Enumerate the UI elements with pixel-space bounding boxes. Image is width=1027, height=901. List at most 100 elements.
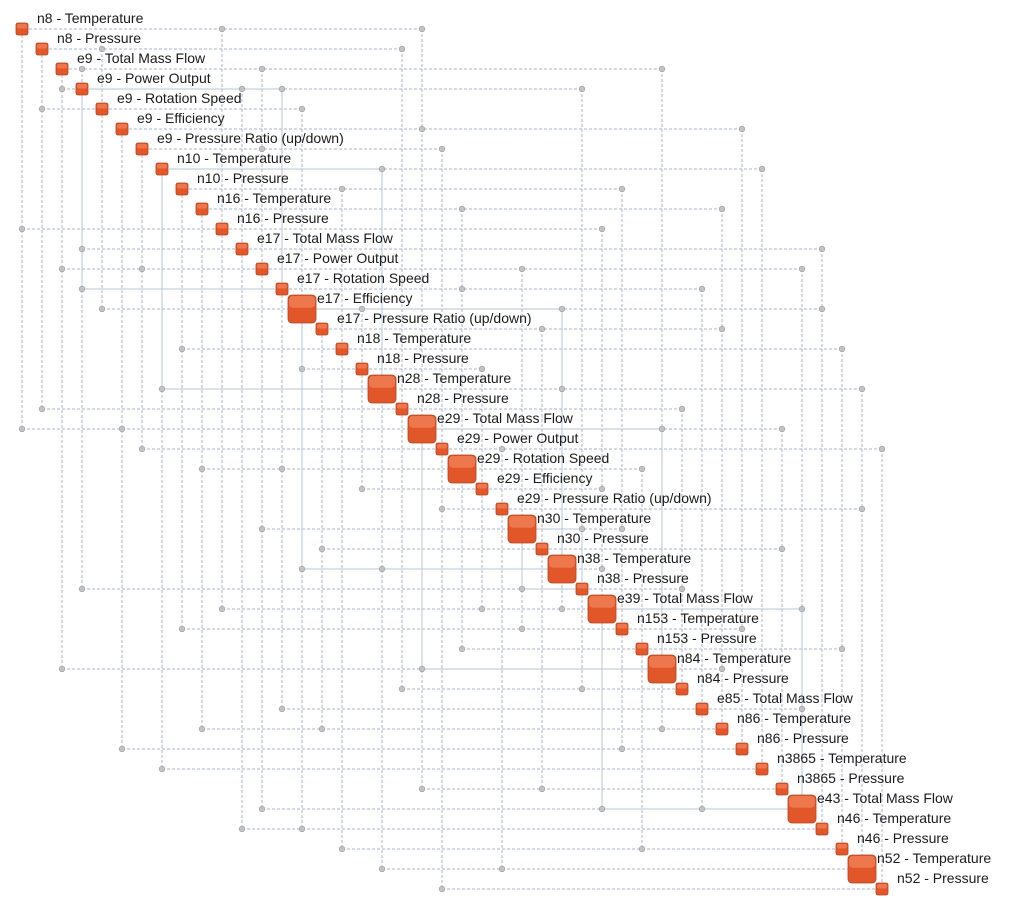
connector-dot xyxy=(458,645,466,653)
matrix-node[interactable]: e29 - Efficiency xyxy=(475,470,592,496)
node-label: e43 - Total Mass Flow xyxy=(817,790,954,806)
node-highlight xyxy=(837,844,847,849)
matrix-node[interactable]: e43 - Total Mass Flow xyxy=(787,790,954,824)
matrix-node[interactable]: e9 - Pressure Ratio (up/down) xyxy=(135,130,344,156)
matrix-node[interactable]: n153 - Temperature xyxy=(615,610,759,636)
matrix-node[interactable]: n30 - Pressure xyxy=(535,530,649,556)
matrix-node[interactable]: n46 - Temperature xyxy=(815,810,951,836)
matrix-node[interactable]: n84 - Pressure xyxy=(675,670,789,696)
matrix-node[interactable]: n28 - Temperature xyxy=(367,370,511,404)
matrix-node[interactable]: n86 - Pressure xyxy=(735,730,849,756)
node-label: n84 - Temperature xyxy=(677,650,791,666)
node-highlight xyxy=(97,104,107,109)
matrix-node[interactable]: n38 - Temperature xyxy=(547,550,691,584)
node-highlight xyxy=(497,504,507,509)
matrix-node[interactable]: n16 - Temperature xyxy=(195,190,331,216)
matrix-node[interactable]: e17 - Pressure Ratio (up/down) xyxy=(315,310,532,336)
matrix-node[interactable]: n84 - Temperature xyxy=(647,650,791,684)
connector-dot xyxy=(478,365,486,373)
connector-dot xyxy=(278,85,286,93)
connector-dot xyxy=(298,825,306,833)
solid-connector xyxy=(601,608,803,810)
matrix-node[interactable]: n52 - Temperature xyxy=(847,850,991,884)
connector-dot xyxy=(138,265,146,273)
connector-dot xyxy=(558,605,566,613)
matrix-node[interactable]: e17 - Total Mass Flow xyxy=(235,230,394,256)
node-label: n18 - Pressure xyxy=(377,350,469,366)
node-label: e17 - Total Mass Flow xyxy=(257,230,394,246)
matrix-node[interactable]: e17 - Power Output xyxy=(255,250,399,276)
connector-dot xyxy=(678,585,686,593)
node-label: n38 - Temperature xyxy=(577,550,691,566)
matrix-node[interactable]: n52 - Pressure xyxy=(875,870,989,896)
node-highlight xyxy=(849,856,875,868)
matrix-node[interactable]: e85 - Total Mass Flow xyxy=(695,690,854,716)
matrix-node[interactable]: n16 - Pressure xyxy=(215,210,329,236)
matrix-node[interactable]: e9 - Rotation Speed xyxy=(95,90,242,116)
matrix-node[interactable]: n10 - Temperature xyxy=(155,150,291,176)
node-label: n153 - Temperature xyxy=(637,610,759,626)
connector-dot xyxy=(258,65,266,73)
matrix-node[interactable]: n8 - Temperature xyxy=(15,10,144,36)
matrix-node[interactable]: e9 - Power Output xyxy=(75,70,211,96)
solid-connector xyxy=(161,168,383,390)
connector-dot xyxy=(798,265,806,273)
connector-dot xyxy=(498,445,506,453)
matrix-node[interactable]: e29 - Power Output xyxy=(435,430,579,456)
node-highlight xyxy=(877,884,887,889)
node-label: n84 - Pressure xyxy=(697,670,789,686)
connector-dot xyxy=(598,485,606,493)
node-label: e9 - Power Output xyxy=(97,70,211,86)
matrix-node[interactable]: e29 - Rotation Speed xyxy=(447,450,609,484)
connector-dot xyxy=(258,525,266,533)
matrix-node[interactable]: n18 - Temperature xyxy=(335,330,471,356)
matrix-node[interactable]: n38 - Pressure xyxy=(575,570,689,596)
matrix-node[interactable]: e39 - Total Mass Flow xyxy=(587,590,754,624)
matrix-node[interactable]: n8 - Pressure xyxy=(35,30,141,56)
matrix-node[interactable]: e9 - Total Mass Flow xyxy=(55,50,206,76)
connector-dot xyxy=(418,785,426,793)
matrix-node[interactable]: n28 - Pressure xyxy=(395,390,509,416)
node-label: n3865 - Pressure xyxy=(797,770,905,786)
matrix-node[interactable]: n86 - Temperature xyxy=(715,710,851,736)
connector-dot xyxy=(78,65,86,73)
connector-dot xyxy=(758,165,766,173)
connector-dot xyxy=(578,525,586,533)
connector-dot xyxy=(458,205,466,213)
solid-connector xyxy=(521,528,583,590)
node-label: n30 - Temperature xyxy=(537,510,651,526)
connector-dot xyxy=(258,805,266,813)
matrix-node[interactable]: e29 - Pressure Ratio (up/down) xyxy=(495,490,712,516)
matrix-node[interactable]: n46 - Pressure xyxy=(835,830,949,856)
matrix-node[interactable]: e17 - Rotation Speed xyxy=(275,270,429,296)
node-label: e17 - Pressure Ratio (up/down) xyxy=(337,310,532,326)
matrix-node[interactable]: e9 - Efficiency xyxy=(115,110,225,136)
connector-dot xyxy=(418,25,426,33)
node-highlight xyxy=(717,724,727,729)
matrix-node[interactable]: n3865 - Temperature xyxy=(755,750,907,776)
node-highlight xyxy=(357,364,367,369)
matrix-node[interactable]: n153 - Pressure xyxy=(635,630,757,656)
connector-dot xyxy=(338,845,346,853)
node-label: n86 - Pressure xyxy=(757,730,849,746)
node-highlight xyxy=(277,284,287,289)
matrix-node[interactable]: e17 - Efficiency xyxy=(287,290,412,324)
node-highlight xyxy=(17,24,27,29)
dashed-connector xyxy=(461,468,643,650)
dashed-connector xyxy=(361,368,483,490)
dashed-connector xyxy=(321,328,723,730)
connector-dot xyxy=(238,825,246,833)
dashed-connector xyxy=(401,408,683,690)
connector-dot xyxy=(238,85,246,93)
connector-dot xyxy=(778,425,786,433)
node-highlight xyxy=(369,376,395,388)
matrix-node[interactable]: n3865 - Pressure xyxy=(775,770,905,796)
matrix-node[interactable]: n30 - Temperature xyxy=(507,510,651,544)
matrix-node[interactable]: n10 - Pressure xyxy=(175,170,289,196)
connector-dot xyxy=(158,385,166,393)
matrix-node[interactable]: n18 - Pressure xyxy=(355,350,469,376)
matrix-node[interactable]: e29 - Total Mass Flow xyxy=(407,410,574,444)
dashed-connector xyxy=(661,668,723,730)
node-label: e9 - Efficiency xyxy=(137,110,225,126)
node-label: n30 - Pressure xyxy=(557,530,649,546)
